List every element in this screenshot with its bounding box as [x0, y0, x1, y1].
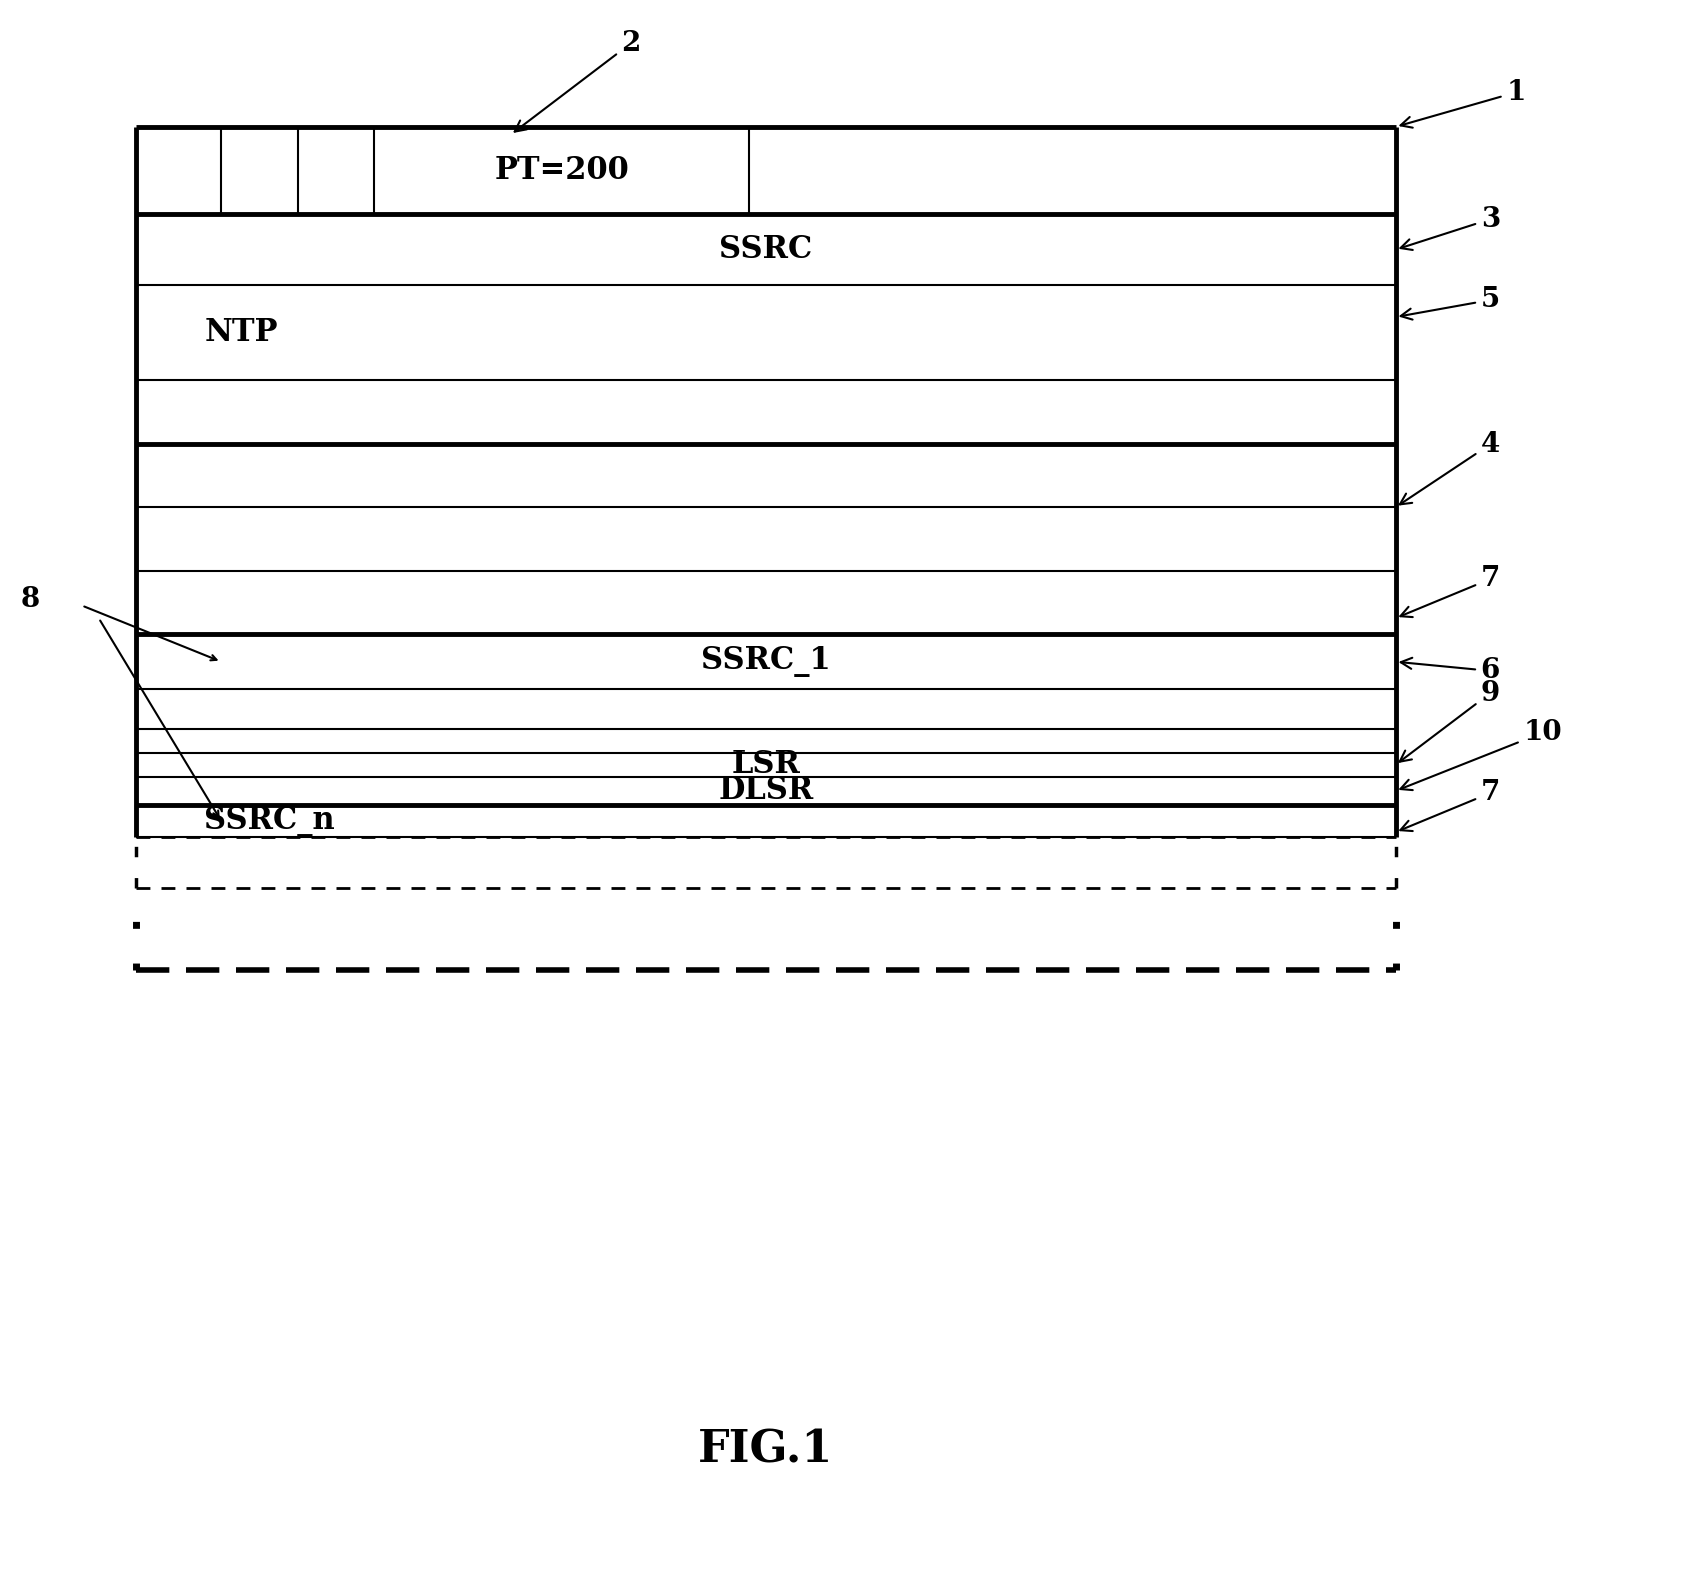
Text: LSR: LSR — [732, 750, 800, 780]
Text: SSRC_1: SSRC_1 — [701, 647, 831, 677]
Text: NTP: NTP — [204, 317, 277, 349]
Text: 3: 3 — [1401, 206, 1499, 250]
Text: 7: 7 — [1401, 566, 1499, 617]
Text: 8: 8 — [20, 585, 41, 613]
Text: FIG.1: FIG.1 — [698, 1428, 834, 1472]
Text: PT=200: PT=200 — [494, 155, 630, 185]
Text: 4: 4 — [1399, 431, 1499, 504]
Text: 10: 10 — [1401, 720, 1562, 789]
Text: 2: 2 — [514, 30, 640, 132]
Text: 7: 7 — [1401, 780, 1499, 831]
Text: 1: 1 — [1401, 79, 1525, 128]
Text: 9: 9 — [1399, 680, 1499, 762]
Text: DLSR: DLSR — [718, 775, 814, 807]
Text: 5: 5 — [1401, 287, 1499, 320]
Text: SSRC: SSRC — [720, 235, 812, 265]
Text: SSRC_n: SSRC_n — [204, 805, 335, 837]
Text: 6: 6 — [1401, 658, 1499, 685]
